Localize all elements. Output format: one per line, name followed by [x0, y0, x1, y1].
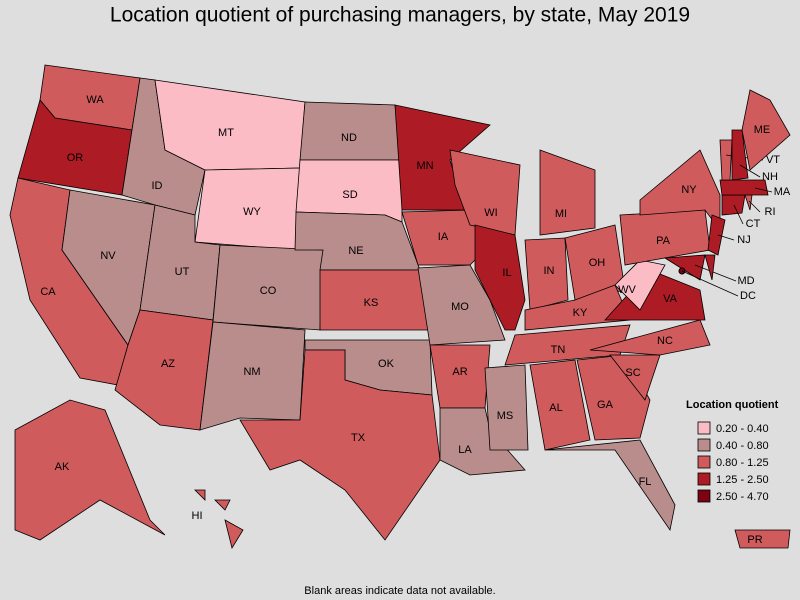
- state: [544, 439, 676, 532]
- leader-line: [748, 200, 761, 213]
- state: [614, 259, 666, 311]
- state: [484, 364, 529, 451]
- state-label: NV: [100, 250, 116, 262]
- state-label: DC: [740, 290, 756, 302]
- state: [239, 349, 441, 541]
- state-label: IA: [438, 231, 449, 243]
- legend-swatch: [697, 472, 711, 486]
- state-label: TN: [551, 344, 566, 356]
- state: [524, 237, 569, 311]
- state-label: PA: [656, 235, 671, 247]
- state-label: MI: [555, 208, 567, 220]
- state: [199, 321, 306, 431]
- state-label: WV: [618, 284, 636, 296]
- state-label: CO: [260, 285, 277, 297]
- state: [224, 519, 244, 550]
- state-label: SC: [625, 367, 640, 379]
- legend-label: 1.25 - 2.50: [716, 474, 769, 486]
- state-label: MO: [451, 301, 469, 313]
- state-label: SD: [342, 189, 357, 201]
- state-label: MA: [774, 186, 791, 198]
- leader-line: [739, 164, 761, 178]
- state-label: RI: [765, 206, 776, 218]
- leader-line: [733, 204, 744, 225]
- state-label: VT: [766, 154, 780, 166]
- state: [539, 149, 596, 236]
- legend-label: 2.50 - 4.70: [716, 491, 769, 503]
- state: [439, 407, 526, 476]
- state-label: HI: [192, 510, 203, 522]
- state-label: NM: [243, 366, 260, 378]
- state-label: KY: [573, 307, 588, 319]
- leader-line: [681, 270, 739, 297]
- state: [214, 499, 231, 511]
- legend-swatch: [697, 489, 711, 503]
- state-label: NH: [762, 171, 778, 183]
- state-label: OH: [589, 257, 606, 269]
- legend-title: Location quotient: [686, 399, 779, 411]
- state-label: MS: [497, 410, 514, 422]
- state: [14, 399, 166, 541]
- state-label: WI: [484, 207, 497, 219]
- title: Location quotient of purchasing managers…: [110, 4, 690, 27]
- legend-label: 0.40 - 0.80: [716, 440, 769, 452]
- state-label: NE: [348, 245, 363, 257]
- state-label: UT: [175, 266, 190, 278]
- state: [417, 264, 506, 346]
- legend-swatch: [697, 438, 711, 452]
- legend-label: 0.80 - 1.25: [716, 457, 769, 469]
- state-label: CA: [40, 286, 56, 298]
- state-label: WA: [86, 94, 104, 106]
- state-label: ND: [341, 132, 357, 144]
- state: [719, 179, 769, 196]
- state: [194, 489, 206, 501]
- state-label: MT: [218, 127, 234, 139]
- state: [529, 359, 591, 451]
- state: [719, 139, 733, 181]
- state-label: AR: [452, 366, 467, 378]
- state-label: PR: [747, 534, 762, 546]
- state-label: OK: [378, 358, 395, 370]
- state-label: IL: [502, 267, 511, 279]
- state-label: FL: [639, 476, 652, 488]
- legend-swatch: [697, 455, 711, 469]
- state: [609, 354, 661, 401]
- state-label: WY: [243, 206, 261, 218]
- state-label: MN: [416, 160, 433, 172]
- state-label: NC: [657, 335, 673, 347]
- leader-line: [717, 234, 735, 241]
- state-label: OR: [67, 152, 84, 164]
- state-label: LA: [458, 444, 472, 456]
- leader-line: [754, 187, 773, 193]
- state-label: NJ: [737, 234, 750, 246]
- leader-line: [694, 264, 737, 282]
- state-label: ID: [152, 180, 163, 192]
- state-label: IN: [544, 265, 555, 277]
- state: [721, 194, 746, 216]
- state-label: CT: [746, 218, 761, 230]
- state-label: KS: [364, 297, 379, 309]
- state-label: AZ: [161, 358, 175, 370]
- state: [474, 224, 526, 331]
- state: [114, 309, 214, 431]
- state: [707, 214, 726, 256]
- state: [704, 254, 716, 281]
- state-label: AK: [55, 461, 70, 473]
- state-label: AL: [549, 402, 562, 414]
- state-label: MD: [737, 275, 754, 287]
- state-label: TX: [351, 432, 366, 444]
- state-label: VA: [663, 293, 678, 305]
- legend-swatch: [697, 421, 711, 435]
- footnote: Blank areas indicate data not available.: [304, 585, 495, 597]
- state: [741, 89, 791, 171]
- state-label: NY: [681, 184, 697, 196]
- legend-label: 0.20 - 0.40: [716, 423, 769, 435]
- state: [734, 529, 791, 549]
- state-label: GA: [597, 399, 614, 411]
- state: [589, 319, 711, 356]
- state-label: ME: [754, 124, 771, 136]
